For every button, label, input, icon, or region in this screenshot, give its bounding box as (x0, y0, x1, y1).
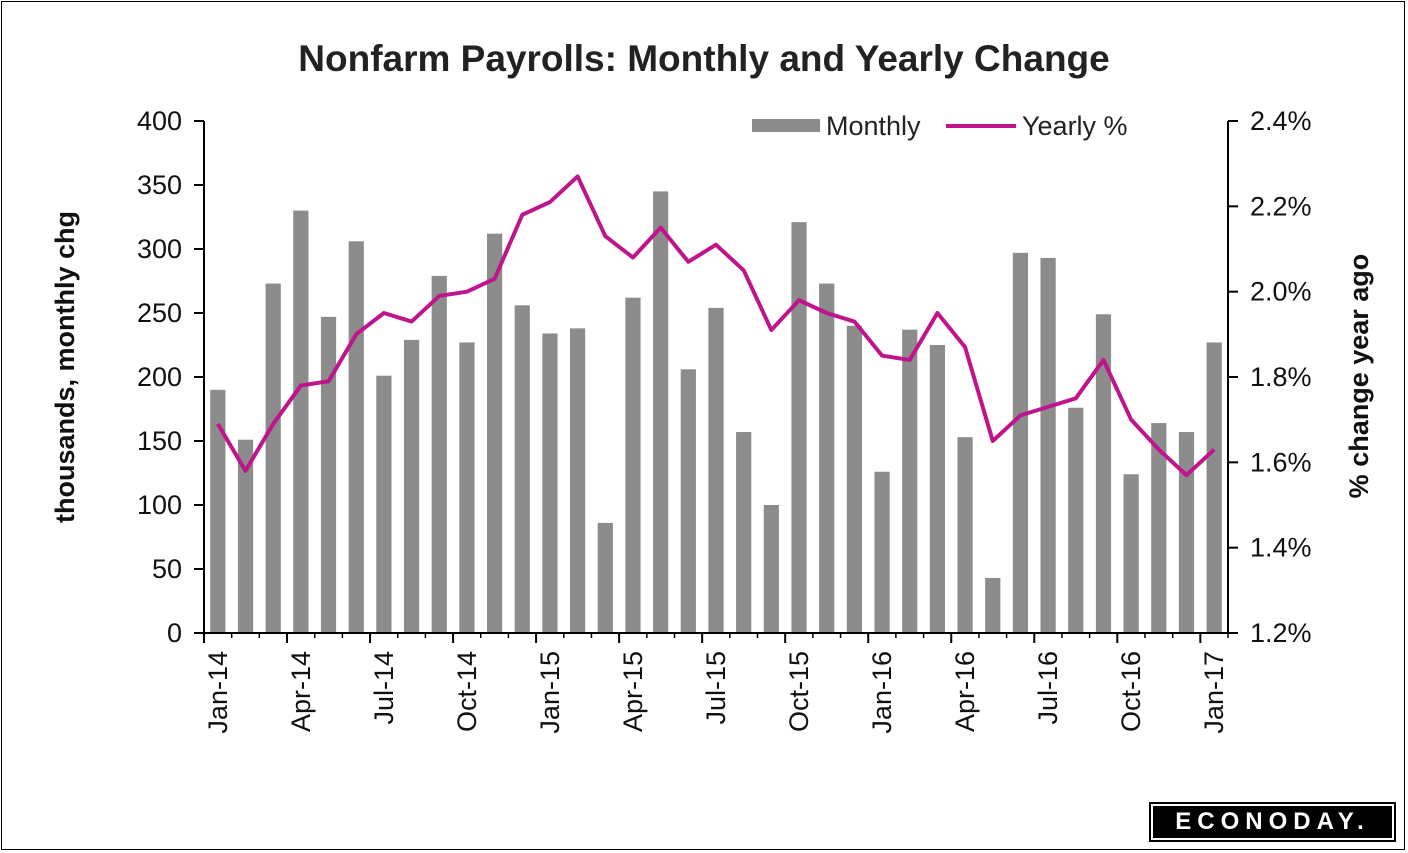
monthly-bar (708, 307, 724, 633)
monthly-bar (1206, 342, 1222, 633)
monthly-bar (957, 437, 973, 633)
left-tick-label: 150 (137, 426, 182, 456)
monthly-bar (570, 328, 586, 633)
monthly-bar (210, 389, 226, 633)
econoday-logo: ECONODAY. (1149, 802, 1396, 842)
x-tick-label: Jul-14 (369, 651, 399, 725)
right-axis-title: % change year ago (1344, 254, 1374, 499)
left-tick-label: 50 (152, 554, 182, 584)
monthly-bar (459, 342, 475, 633)
monthly-bar (237, 439, 254, 633)
monthly-bar (929, 345, 946, 633)
monthly-bar (819, 283, 835, 633)
left-tick-label: 100 (137, 490, 182, 520)
monthly-bar (736, 432, 752, 633)
monthly-bar (403, 339, 420, 633)
monthly-bar (902, 329, 918, 633)
legend-monthly-swatch (752, 119, 820, 132)
monthly-bar (680, 369, 696, 633)
axes: 0 50 100 150 200 250 300 350 400 1.2% 1.4% 1.6% 1.8%… (137, 106, 1312, 734)
monthly-bar (293, 210, 309, 633)
left-tick-label: 200 (137, 362, 182, 392)
monthly-bar (1040, 257, 1056, 633)
x-tick-label: Jan-17 (1199, 651, 1229, 734)
left-axis-title: thousands, monthly chg (50, 211, 80, 523)
monthly-bar (791, 222, 807, 633)
monthly-bar (376, 375, 392, 633)
right-tick-label: 1.6% (1250, 447, 1312, 477)
monthly-bar (1012, 252, 1029, 633)
right-tick-label: 2.4% (1250, 106, 1312, 136)
x-tick-label: Oct-16 (1116, 651, 1146, 732)
x-tick-label: Oct-15 (784, 651, 814, 732)
monthly-bar (846, 325, 862, 633)
left-tick-label: 350 (137, 170, 182, 200)
monthly-bar (1123, 474, 1139, 633)
legend-yearly-label: Yearly % (1022, 111, 1128, 141)
left-tick-label: 300 (137, 234, 182, 264)
x-tick-label: Jan-16 (867, 651, 897, 734)
monthly-bar (763, 505, 779, 633)
chart-title: Nonfarm Payrolls: Monthly and Yearly Cha… (298, 38, 1110, 79)
monthly-bar (874, 471, 890, 633)
monthly-bar (1095, 314, 1112, 633)
right-tick-label: 2.2% (1250, 191, 1312, 221)
monthly-bar (542, 333, 558, 633)
monthly-bar (431, 275, 447, 633)
right-tick-label: 1.8% (1250, 362, 1312, 392)
x-tick-label: Jul-15 (701, 651, 731, 725)
monthly-bar (348, 241, 364, 633)
legend-monthly-label: Monthly (826, 111, 921, 141)
monthly-bar (597, 522, 613, 633)
monthly-bar (1068, 407, 1084, 633)
x-tick-label: Apr-16 (950, 651, 980, 732)
x-tick-label: Jan-15 (535, 651, 565, 734)
left-tick-label: 250 (137, 298, 182, 328)
left-tick-label: 0 (167, 618, 182, 648)
right-tick-label: 2.0% (1250, 277, 1312, 307)
x-tick-label: Apr-14 (286, 651, 316, 732)
monthly-bar (1151, 423, 1167, 633)
monthly-bar (320, 316, 337, 633)
monthly-bar (486, 233, 503, 633)
monthly-bar (514, 305, 530, 633)
monthly-bar (985, 577, 1001, 633)
monthly-bar (1178, 432, 1195, 633)
logo-text: ECONODAY. (1151, 804, 1394, 840)
x-tick-label: Jan-14 (203, 651, 233, 734)
left-tick-label: 400 (137, 106, 182, 136)
x-tick-label: Jul-16 (1033, 651, 1063, 725)
x-tick-label: Oct-14 (452, 651, 482, 732)
yearly-line (216, 174, 1216, 478)
legend: Monthly Yearly % (752, 111, 1128, 141)
monthly-bar (265, 283, 281, 633)
x-tick-label: Apr-15 (618, 651, 648, 732)
right-tick-label: 1.2% (1250, 618, 1312, 648)
monthly-bar (653, 191, 669, 633)
monthly-bars (210, 191, 1222, 633)
monthly-bar (625, 297, 641, 633)
right-tick-label: 1.4% (1250, 533, 1312, 563)
